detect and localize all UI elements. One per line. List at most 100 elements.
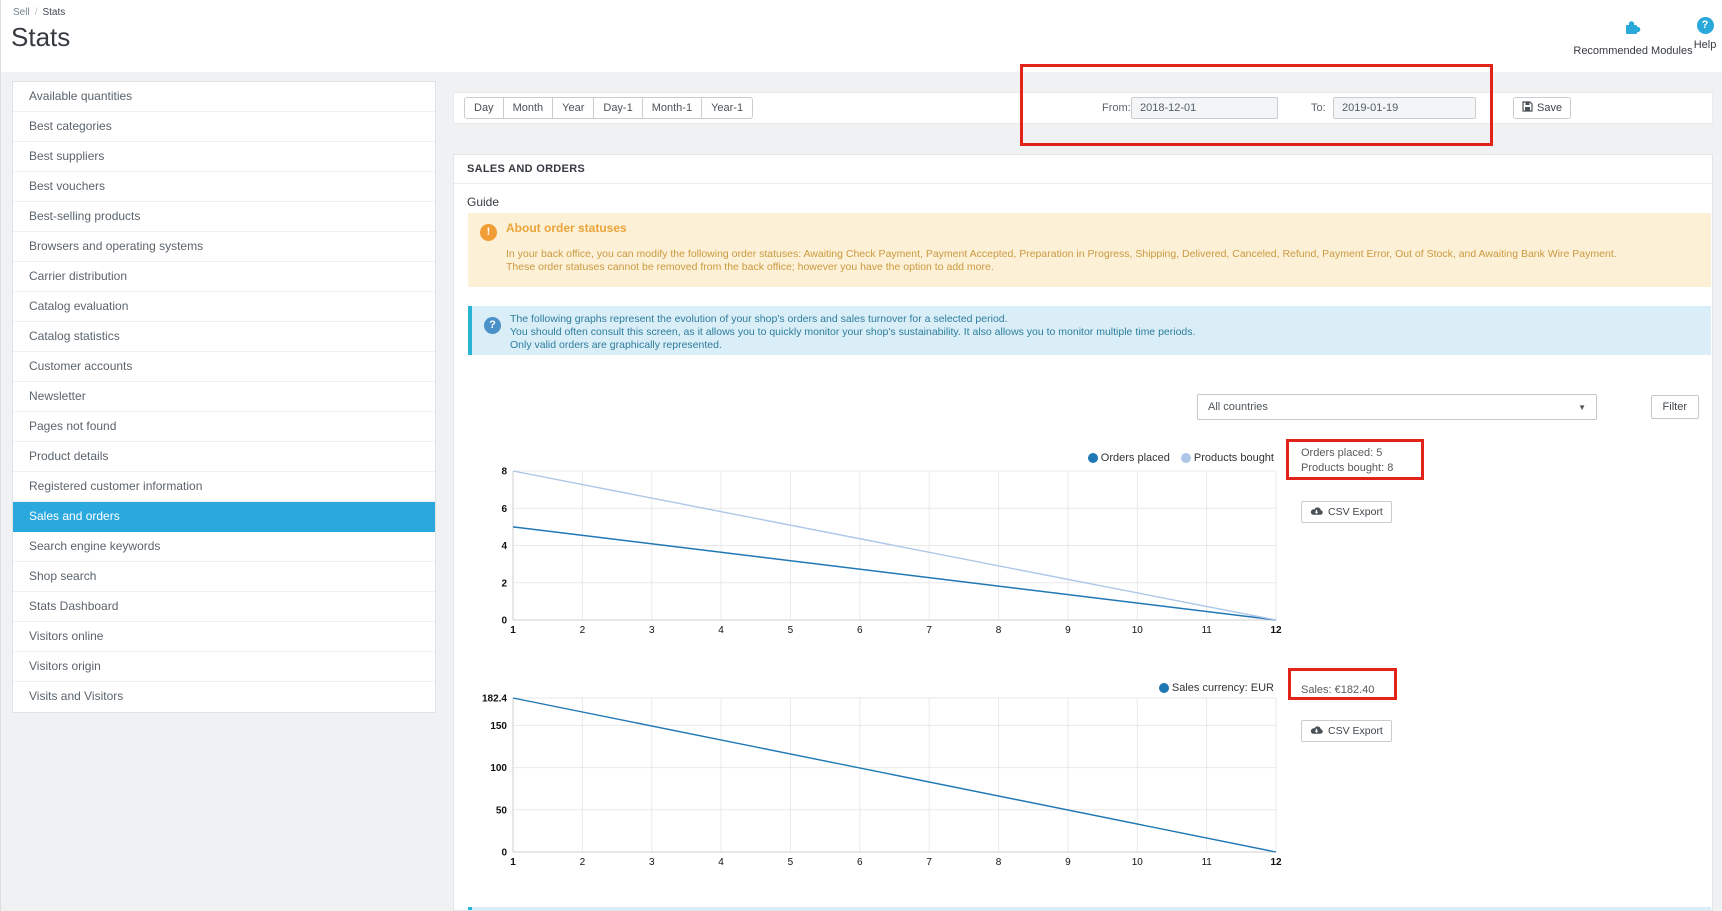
svg-text:2: 2 [580,625,586,636]
sidebar-item-shop-search[interactable]: Shop search [13,562,435,592]
sidebar-item-pages-not-found[interactable]: Pages not found [13,412,435,442]
filter-button[interactable]: Filter [1650,395,1699,419]
svg-text:3: 3 [649,857,655,868]
csv-export-label: CSV Export [1328,725,1383,737]
sales-summary: Sales: €182.40 [1301,683,1374,698]
info-alert-line: You should often consult this screen, as… [510,326,1196,338]
sidebar-item-best-categories[interactable]: Best categories [13,112,435,142]
svg-text:1: 1 [510,625,516,636]
svg-text:50: 50 [496,805,508,816]
sidebar-item-sales-and-orders[interactable]: Sales and orders [13,502,435,532]
svg-text:6: 6 [857,857,863,868]
svg-text:150: 150 [490,721,507,732]
sidebar-item-carrier-distribution[interactable]: Carrier distribution [13,262,435,292]
sidebar-item-catalog-statistics[interactable]: Catalog statistics [13,322,435,352]
svg-text:10: 10 [1132,625,1144,636]
warning-alert-content: About order statuses In your back office… [506,213,1711,274]
puzzle-icon [1623,17,1644,40]
svg-text:7: 7 [926,857,932,868]
save-floppy-icon [1522,101,1533,115]
info-alert: ? The following graphs represent the evo… [468,306,1711,355]
orders-summary: Orders placed: 5 Products bought: 8 [1301,446,1393,476]
svg-text:11: 11 [1201,625,1212,636]
svg-text:0: 0 [501,616,507,627]
period-button-month-1[interactable]: Month-1 [641,97,703,119]
sidebar-item-visits-and-visitors[interactable]: Visits and Visitors [29,689,124,703]
products-bought-value: Products bought: 8 [1301,462,1394,474]
svg-text:12: 12 [1270,857,1282,868]
orders-products-chart: 1 2 3 4 5 6 7 8 9 10 11 12 0 2 4 6 8 [454,445,1712,655]
sidebar-item-stats-dashboard[interactable]: Stats Dashboard [13,592,435,622]
from-label: From: [1102,102,1131,114]
sales-total-value: Sales: €182.40 [1301,684,1375,696]
info-alert-line: The following graphs represent the evolu… [510,313,1008,325]
sidebar-item-product-details[interactable]: Product details [13,442,435,472]
save-button[interactable]: Save [1513,97,1572,119]
sidebar-item-available-quantities[interactable]: Available quantities [13,82,435,112]
sidebar-item-best-vouchers[interactable]: Best vouchers [13,172,435,202]
svg-text:6: 6 [501,504,507,515]
sidebar-item-registered-customer-information[interactable]: Registered customer information [13,472,435,502]
svg-text:5: 5 [788,857,794,868]
breadcrumb: Sell / Stats [13,7,65,18]
sidebar-item-best-selling-products[interactable]: Best-selling products [13,202,435,232]
sidebar-item-visitors-origin[interactable]: Visitors origin [13,652,435,682]
svg-text:182.4: 182.4 [482,694,507,705]
cloud-download-icon [1310,725,1323,738]
warning-alert: ! About order statuses In your back offi… [468,213,1711,287]
help-icon: ? [1696,17,1714,34]
sidebar-item-search-engine-keywords[interactable]: Search engine keywords [13,532,435,562]
csv-export-button-orders[interactable]: CSV Export [1301,501,1392,523]
legend-label: Sales currency: EUR [1171,682,1274,694]
sidebar-item-best-suppliers[interactable]: Best suppliers [13,142,435,172]
svg-text:2: 2 [580,857,586,868]
stats-sidebar-list: Available quantities Best categories Best … [13,82,435,712]
period-button-month[interactable]: Month [502,97,554,119]
legend-dot [1180,453,1191,463]
from-date-input[interactable] [1131,97,1278,119]
period-button-day-1[interactable]: Day-1 [593,97,643,119]
csv-export-label: CSV Export [1328,506,1383,518]
svg-text:4: 4 [718,857,724,868]
sidebar-item-customer-accounts[interactable]: Customer accounts [13,352,435,382]
help-button[interactable]: ? Help [1683,17,1722,51]
period-button-year[interactable]: Year [552,97,595,119]
period-button-year-1[interactable]: Year-1 [701,97,754,119]
next-section-alert-strip [468,907,1711,910]
svg-text:7: 7 [926,625,932,636]
recommended-modules-button[interactable]: Recommended Modules [1571,17,1695,57]
breadcrumb-current: Stats [42,7,66,18]
cloud-download-icon [1310,506,1323,519]
sidebar-item-catalog-evaluation[interactable]: Catalog evaluation [13,292,435,322]
page-header: Sell / Stats Stats Recommended Modules ? H… [1,0,1722,72]
warning-alert-title: About order statuses [506,221,627,235]
svg-text:12: 12 [1270,625,1282,636]
info-alert-content: The following graphs represent the evolu… [510,306,1711,352]
warning-alert-line: In your back office, you can modify the … [506,248,1617,260]
to-date-input[interactable] [1333,97,1476,119]
legend-label: Orders placed [1100,452,1170,464]
sales-chart: 1 2 3 4 5 6 7 8 9 10 11 12 0 50 100 150 182.4 [454,675,1712,885]
svg-text:0: 0 [501,848,507,859]
recommended-modules-label: Recommended Modules [1573,45,1693,57]
stats-sidebar: Available quantities Best categories Best … [12,81,436,713]
sidebar-item-browsers-and-operating-systems[interactable]: Browsers and operating systems [13,232,435,262]
sidebar-item-newsletter[interactable]: Newsletter [13,382,435,412]
sidebar-item-visitors-online[interactable]: Visitors online [13,622,435,652]
svg-text:4: 4 [718,625,724,636]
breadcrumb-separator: / [34,7,38,18]
sales-chart-legend: Sales currency: EUR [1158,682,1274,694]
period-button-day[interactable]: Day [464,97,504,119]
warning-alert-line: These order statuses cannot be removed f… [506,261,994,273]
country-select[interactable]: All countries ▼ [1197,394,1597,420]
breadcrumb-sell-link[interactable]: Sell [13,7,30,18]
period-button-group: Day Month Year Day-1 Month-1 Year-1 [464,97,754,119]
legend-label: Products bought [1193,452,1274,464]
csv-export-button-sales[interactable]: CSV Export [1301,720,1392,742]
guide-label: Guide [467,195,500,209]
info-icon: ? [484,317,501,334]
to-label: To: [1311,102,1326,114]
svg-text:5: 5 [788,625,794,636]
